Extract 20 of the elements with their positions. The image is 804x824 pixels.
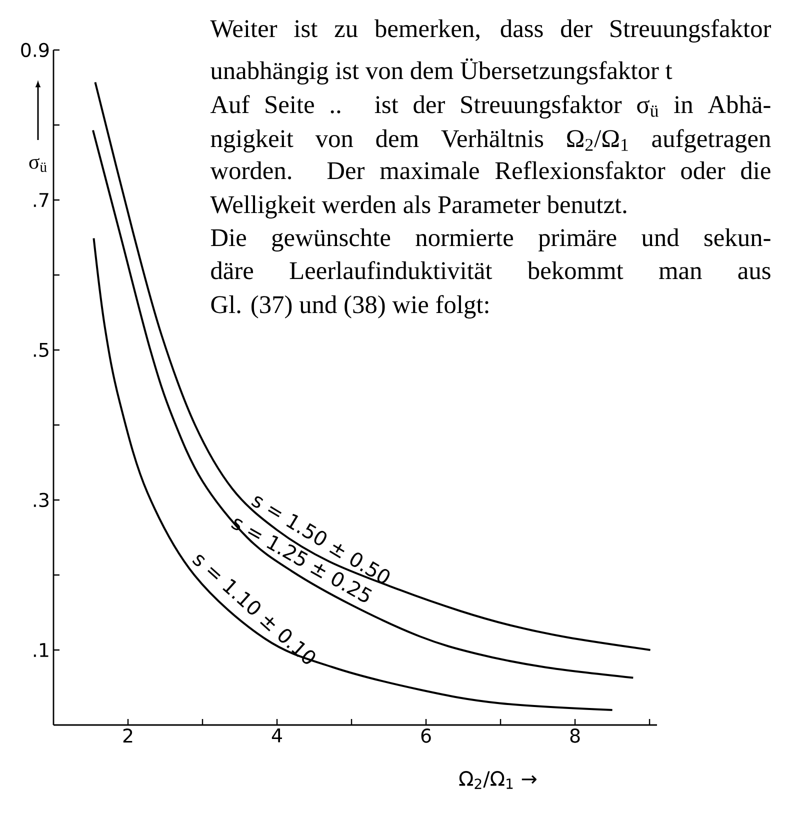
x-tick-label: 4 [272,728,282,742]
annotation: worden. Der maximale Reflexionsfaktor oder die [210,161,770,180]
x-tick-label: 6 [421,728,431,743]
annotation: Welligkeit werden als Parameter benutzt. [210,195,626,218]
text: ngigkeit von dem Verhältnis Ω$_{2}$/Ω$_{1}$ aufgetragen [210,129,771,152]
x-tick-label: 8 [570,728,580,743]
y-tick-label: .3 [34,492,48,508]
annotation: Auf Seite .. ist der Streuungsfaktor σ$_{ü}$ in Abhä- [210,95,770,118]
y-tick-label: 0.9 [21,42,49,58]
x-axis-title: Ω$_{2}$/Ω$_{1}$ → [459,771,536,789]
annotation: däre Leerlaufinduktivität bekommt man aus [211,261,770,280]
y-tick-label: .7 [34,193,48,207]
x-tick-label: 2 [123,728,132,743]
y-axis-title: σ$_{ü}$ [29,158,47,172]
annotation: Die gewünschte normierte primäre und sekun- [210,228,770,252]
y-tick-label: .5 [34,342,48,358]
text: Weiter ist zu bemerken, dass der Streuungsfaktor [210,19,772,42]
annotation: Gl. (37) und (38) wie folgt: [211,295,488,318]
annotation: unabhängig ist von dem Übersetzungsfaktor t [210,58,672,84]
y-tick-label: .1 [34,643,48,657]
